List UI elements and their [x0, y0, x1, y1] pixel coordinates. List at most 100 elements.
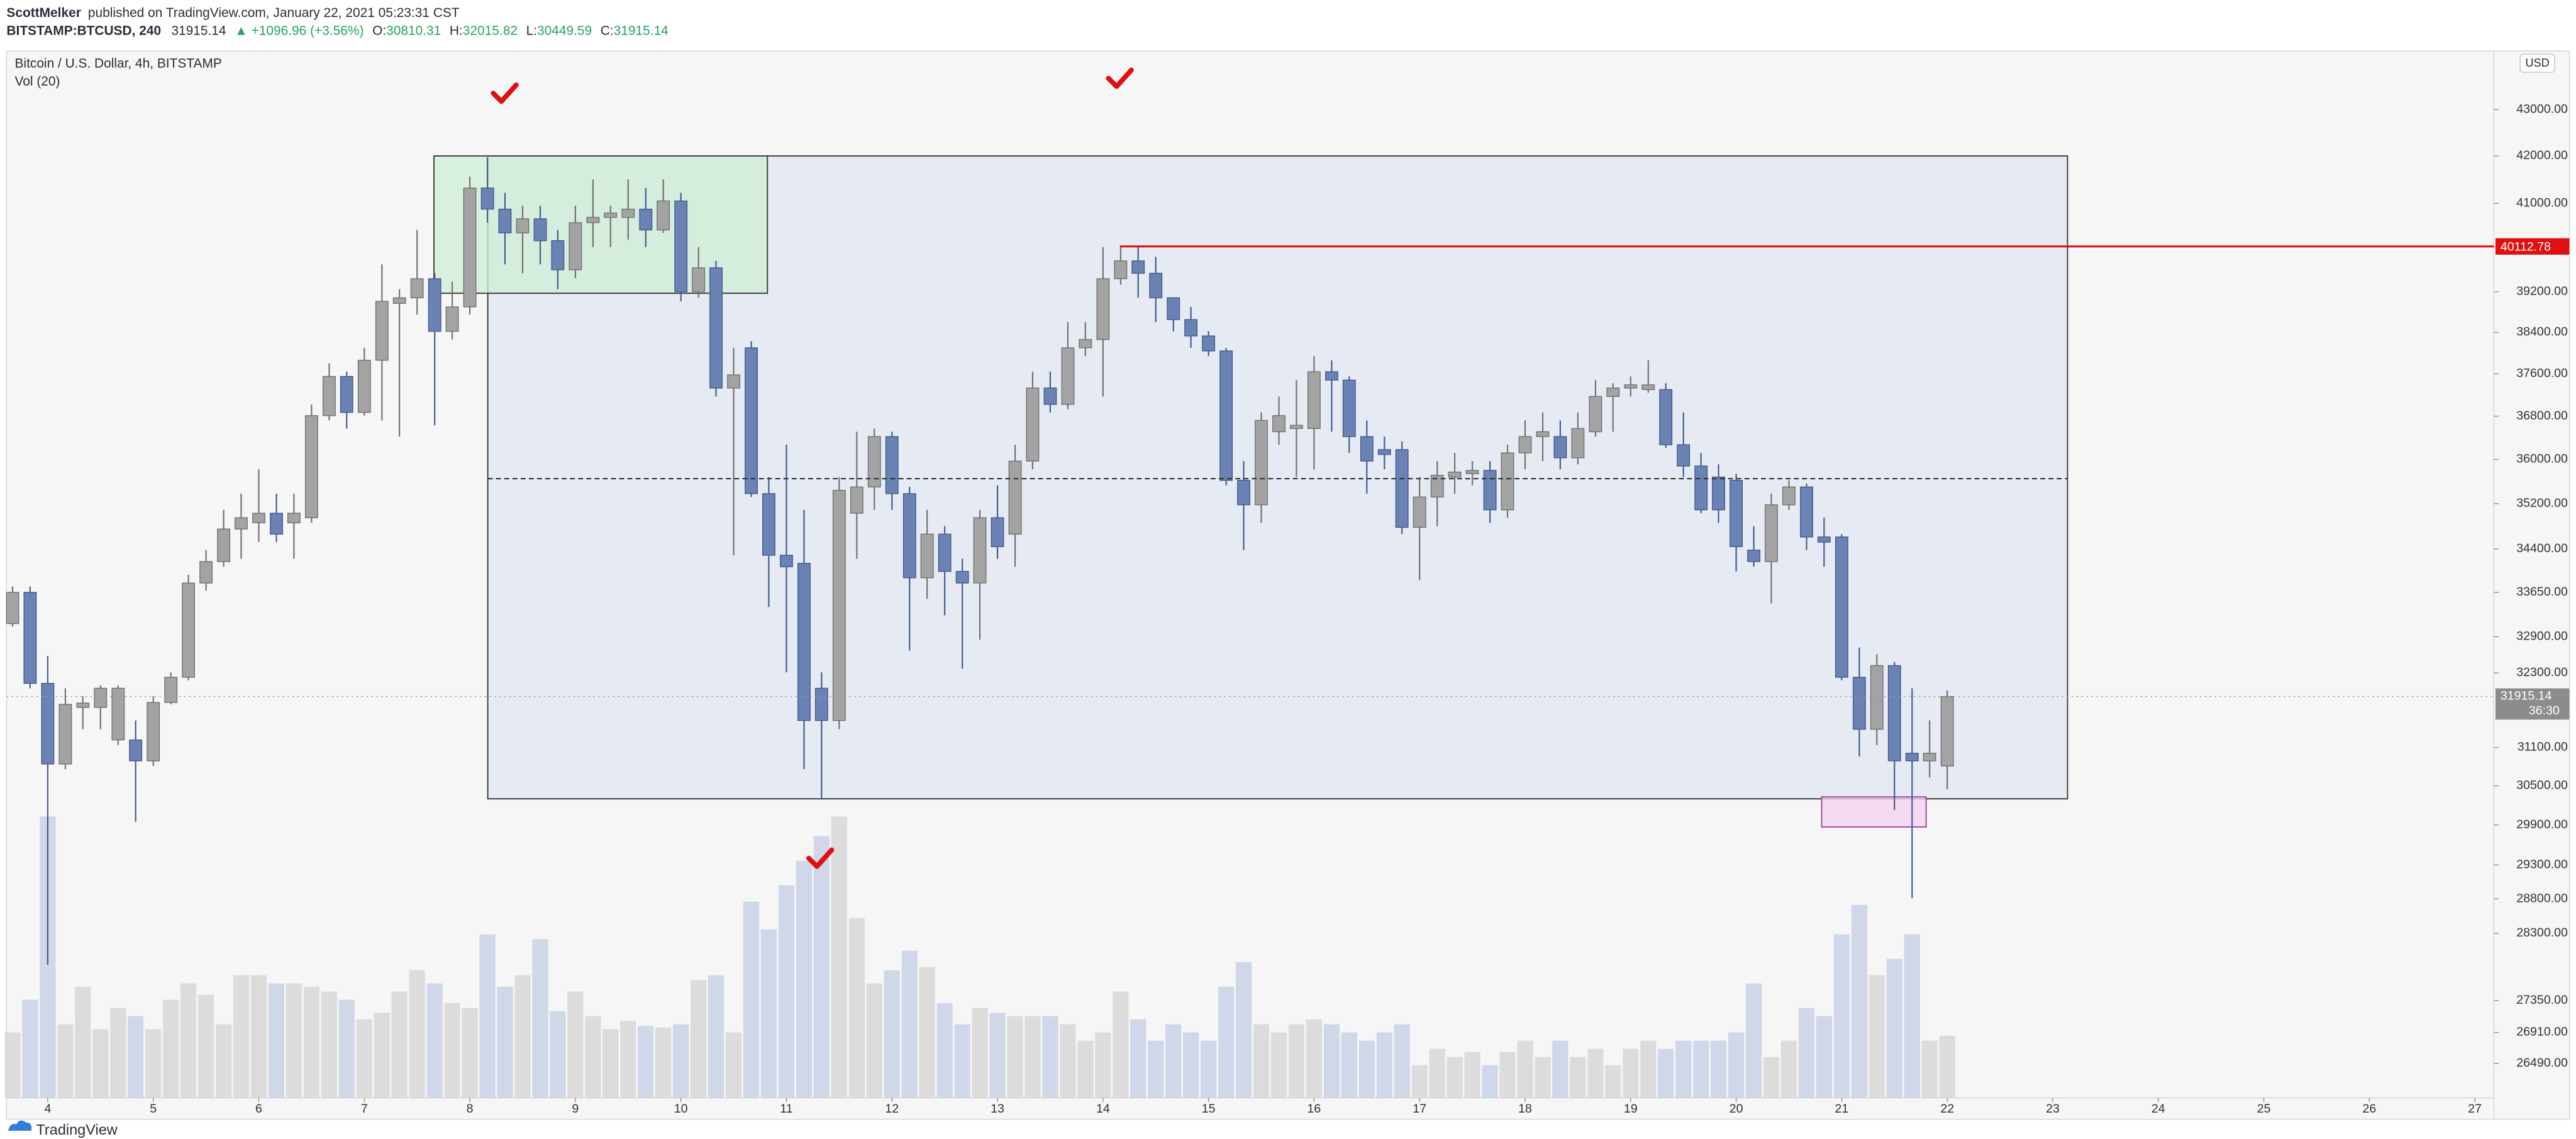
y-tick-label: 26910.00: [2516, 1025, 2568, 1039]
volume-bar: [1605, 1065, 1621, 1098]
candle-body: [762, 493, 775, 556]
publish-line: ScottMelker published on TradingView.com…: [6, 5, 459, 19]
volume-bar: [1201, 1040, 1217, 1098]
volume-bar: [321, 991, 338, 1098]
candle-body: [938, 533, 952, 572]
volume-bar: [1165, 1024, 1182, 1098]
candle-body: [1149, 272, 1163, 299]
volume-bar: [1904, 934, 1920, 1098]
candle-body: [111, 687, 125, 741]
candle-body: [1905, 752, 1919, 762]
close-value: 31915.14: [614, 23, 669, 38]
candle-body: [1202, 335, 1216, 352]
candle-body: [182, 582, 195, 678]
x-tick-label: 15: [1202, 1102, 1216, 1116]
candle-body: [1413, 496, 1426, 528]
volume-bar: [338, 999, 355, 1098]
y-tick-label: 29900.00: [2516, 818, 2568, 831]
candle-body: [129, 739, 143, 762]
y-tick-label: 39200.00: [2516, 284, 2568, 298]
x-tick-label: 11: [780, 1102, 792, 1116]
currency-button[interactable]: [2519, 53, 2555, 73]
volume-bar: [1306, 1019, 1323, 1098]
y-tick-label: 34400.00: [2516, 542, 2568, 555]
volume-bar: [831, 816, 847, 1098]
candle-body: [235, 517, 248, 530]
volume-bar: [1077, 1040, 1094, 1098]
volume-bar: [250, 975, 267, 1098]
volume-bar: [1886, 958, 1902, 1098]
candle-body: [1325, 371, 1338, 381]
volume-bar: [497, 986, 513, 1098]
volume-bar: [215, 1024, 232, 1098]
candle-body: [1729, 480, 1743, 547]
candle-body: [991, 517, 1004, 547]
candle-body: [1131, 260, 1145, 274]
candle-body: [1272, 415, 1285, 433]
candle-body: [340, 375, 353, 413]
volume-bar: [1113, 991, 1129, 1098]
volume-bar: [444, 1003, 460, 1098]
volume-bar: [760, 929, 777, 1098]
volume-bar: [1464, 1052, 1480, 1098]
close-label: C:: [601, 23, 614, 38]
candle-body: [1940, 696, 1954, 767]
open-value: 30810.31: [386, 23, 441, 38]
candle-body: [147, 702, 160, 762]
volume-bar: [1341, 1032, 1357, 1098]
candle-body: [1395, 449, 1409, 528]
volume-bar: [778, 885, 795, 1098]
y-tick-label: 31100.00: [2518, 740, 2568, 754]
volume-bar: [1429, 1048, 1445, 1098]
candle-body: [1483, 470, 1497, 511]
volume-bar: [1323, 1024, 1340, 1098]
volume-bar: [638, 1026, 654, 1098]
volume-bar: [866, 983, 882, 1098]
candle-body: [1641, 384, 1655, 391]
candle-body: [1219, 350, 1233, 481]
volume-bar: [884, 970, 900, 1098]
price-axis-pane: [2493, 50, 2570, 1120]
check-mark: [806, 847, 835, 869]
volume-bar: [1833, 934, 1850, 1098]
volume-bar: [1921, 1040, 1938, 1098]
candle-body: [375, 301, 389, 361]
volume-bar: [1675, 1040, 1692, 1098]
x-tick-label: 6: [255, 1102, 262, 1116]
x-tick-label: 25: [2257, 1102, 2271, 1116]
volume-bar: [936, 1003, 953, 1098]
volume-bar: [813, 836, 830, 1098]
volume-bar: [1939, 1035, 1955, 1098]
candle-body: [94, 687, 108, 708]
candle-body: [551, 240, 565, 270]
y-tick-label: 28300.00: [2516, 926, 2568, 940]
volume-bar: [1693, 1040, 1709, 1098]
candle-body: [498, 208, 512, 233]
volume-bar: [655, 1027, 672, 1098]
x-tick-label: 7: [361, 1102, 368, 1116]
volume-bar: [796, 860, 813, 1098]
candle-body: [1430, 475, 1444, 497]
candle-body: [1887, 665, 1901, 762]
symbol-line: BITSTAMP:BTCUSD, 240 31915.14 ▲ +1096.96…: [6, 23, 668, 38]
candle-body: [850, 486, 863, 514]
candle-body: [270, 513, 283, 535]
volume-bar: [919, 967, 935, 1098]
candle-body: [709, 267, 723, 389]
candle-body: [902, 493, 916, 579]
candle-body: [797, 563, 811, 721]
volume-bar: [673, 1024, 689, 1098]
volume-bar: [1535, 1057, 1551, 1098]
candle-body: [1677, 444, 1690, 467]
level-price-label: 40112.78: [2501, 240, 2551, 253]
candle-body: [1307, 371, 1321, 429]
x-tick-label: 27: [2468, 1102, 2482, 1116]
y-tick-label: 32300.00: [2516, 665, 2568, 679]
open-label: O:: [372, 23, 386, 38]
candle-body: [304, 415, 318, 518]
volume-bar: [1270, 1032, 1287, 1098]
candle-body: [692, 267, 706, 292]
volume-bar: [128, 1016, 144, 1098]
candle-body: [58, 704, 72, 765]
